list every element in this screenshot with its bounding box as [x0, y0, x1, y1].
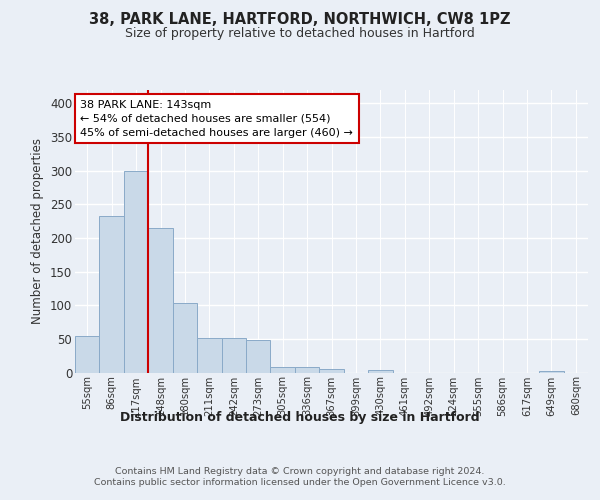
Text: Contains HM Land Registry data © Crown copyright and database right 2024.
Contai: Contains HM Land Registry data © Crown c… [94, 468, 506, 487]
Bar [100, 216, 124, 372]
Bar [271, 367, 295, 372]
Bar [246, 340, 271, 372]
Text: Size of property relative to detached houses in Hartford: Size of property relative to detached ho… [125, 28, 475, 40]
Bar [539, 371, 563, 372]
Bar [75, 336, 100, 372]
Bar [221, 338, 246, 372]
Y-axis label: Number of detached properties: Number of detached properties [31, 138, 44, 324]
Bar [148, 228, 173, 372]
Text: 38, PARK LANE, HARTFORD, NORTHWICH, CW8 1PZ: 38, PARK LANE, HARTFORD, NORTHWICH, CW8 … [89, 12, 511, 28]
Bar [124, 170, 148, 372]
Bar [319, 369, 344, 372]
Text: 38 PARK LANE: 143sqm
← 54% of detached houses are smaller (554)
45% of semi-deta: 38 PARK LANE: 143sqm ← 54% of detached h… [80, 100, 353, 138]
Bar [173, 303, 197, 372]
Bar [197, 338, 221, 372]
Bar [295, 367, 319, 372]
Text: Distribution of detached houses by size in Hartford: Distribution of detached houses by size … [120, 411, 480, 424]
Bar [368, 370, 392, 372]
